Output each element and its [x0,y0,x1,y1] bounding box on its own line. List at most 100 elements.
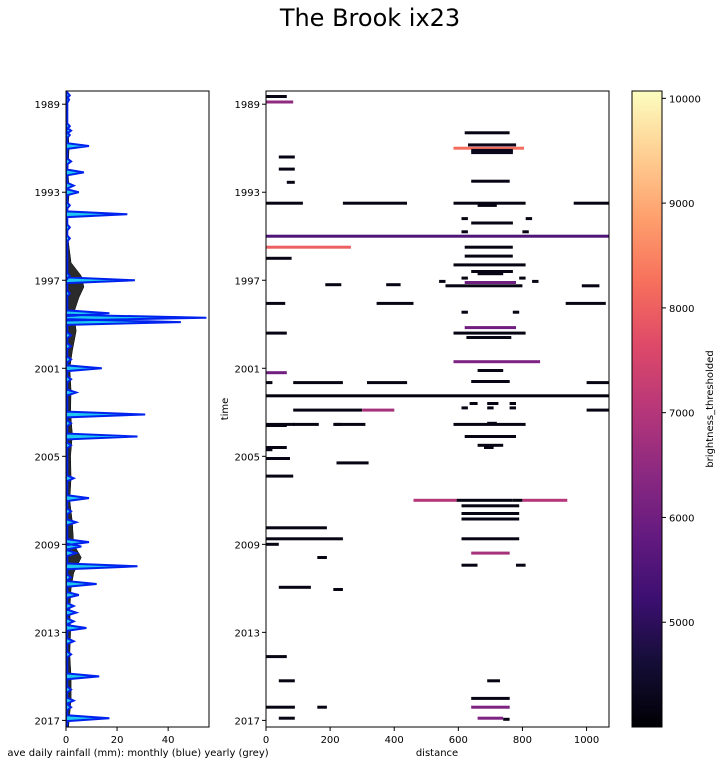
heatmap-segment [266,301,286,305]
x-tick-label: 20 [111,735,124,746]
heatmap-segment [461,512,520,515]
heatmap-segment [278,155,295,159]
heatmap-segment [509,406,516,410]
heatmap-segment [471,151,513,155]
colorbar-tick-label: 9000 [669,199,694,210]
heatmap-segment [266,95,287,98]
heatmap-segment [453,263,526,267]
heatmap-segment [522,230,529,234]
heatmap-segment [464,245,513,249]
heatmap-segment [466,336,512,339]
x-tick-label: 0 [263,735,269,746]
heatmap-segment [461,504,520,508]
colorbar-tick-label: 6000 [669,513,694,524]
monthly-rainfall-area [66,91,207,727]
y-tick-label: 2001 [235,364,260,375]
y-tick-label: 1989 [35,100,60,111]
heatmap-segment [278,585,311,589]
heatmap-segment [461,517,520,521]
heatmap-segment [471,179,510,183]
heatmap-segment [512,498,523,502]
rainfall-panel: 0 20 40 1989 1993 1997 2001 2005 2009 2013 2017 a… [7,90,269,759]
heatmap-segment [461,310,468,314]
heatmap-segment [367,381,408,385]
heatmap-axes-frame [265,90,610,728]
y-tick-label: 1989 [235,100,260,111]
colorbar-tick-label: 8000 [669,304,694,315]
heatmap-segment [266,245,351,249]
heatmap-segment [464,326,516,330]
heatmap-segment [266,448,273,452]
y-tick-label: 1993 [235,188,260,199]
heatmap-segment [471,221,513,225]
heatmap-segment [453,360,541,364]
heatmap-segment [453,146,524,150]
heatmap-segment [471,380,510,383]
y-tick-label: 2013 [35,628,60,639]
colorbar-tick-label: 10000 [669,94,701,105]
heatmap-segment [266,705,295,709]
colorbar-gradient [631,90,663,728]
y-tick-label: 2013 [235,628,260,639]
heatmap-segment [581,284,600,288]
heatmap-segment [413,498,457,502]
heatmap-segment [266,537,343,541]
heatmap-segment [471,148,513,152]
heatmap-segment [484,446,494,449]
heatmap-segment [468,143,517,147]
x-tick-label: 600 [449,735,468,746]
colorbar-tick-label: 7000 [669,409,694,420]
heatmap-segment [471,270,513,273]
heatmap-segment [477,272,504,276]
x-tick-label: 1000 [574,735,599,746]
heatmap-segment [286,180,295,184]
x-tick-label: 0 [63,735,69,746]
heatmap-segment [266,100,294,104]
heatmap-segment [471,551,510,555]
heatmap-segment [266,655,287,659]
y-tick-label: 1997 [235,276,260,287]
heatmap-segment [266,542,279,546]
heatmap-segment [266,381,273,385]
heatmap-segment [453,201,526,205]
rainfall-x-ticks: 0 20 40 [63,727,175,746]
heatmap-segment [333,588,343,591]
heatmap-segment [525,217,533,221]
x-tick-label: 400 [385,735,404,746]
heatmap-segment [477,203,497,207]
heatmap-segment [266,234,609,238]
heatmap-segment [334,422,366,426]
heatmap-segment [317,556,327,559]
heatmap-segment [464,131,510,135]
heatmap-segment [386,283,401,287]
heatmap-segment [471,705,510,709]
heatmap-segment [461,217,468,221]
y-tick-label: 2005 [35,452,60,463]
y-tick-label: 2005 [235,452,260,463]
heatmap-segment [362,408,395,412]
colorbar-tick-label: 5000 [669,618,694,629]
heatmap-y-ticks: 1989 1993 1997 2001 2005 2009 2013 2017 [235,100,266,727]
heatmap-segment [573,201,609,205]
heatmap-segment [461,406,468,410]
heatmap-segment [487,421,497,425]
heatmap-segment [461,230,468,234]
heatmap-segment [586,408,609,412]
heatmap-segments [266,95,609,721]
heatmap-segment [376,301,414,305]
heatmap-segment [439,279,446,283]
heatmap-segment [266,424,287,427]
y-tick-label: 1997 [35,276,60,287]
heatmap-segment [477,443,504,447]
heatmap-segment [503,717,510,721]
heatmap-segment [477,369,504,372]
y-tick-label: 2017 [235,716,260,727]
y-tick-label: 2009 [235,540,260,551]
heatmap-segment [266,256,292,260]
heatmap-segment [469,402,478,405]
heatmap-segment [293,408,363,412]
heatmap-y-label: time [220,398,231,421]
heatmap-segment [266,474,294,478]
y-tick-label: 2017 [35,716,60,727]
